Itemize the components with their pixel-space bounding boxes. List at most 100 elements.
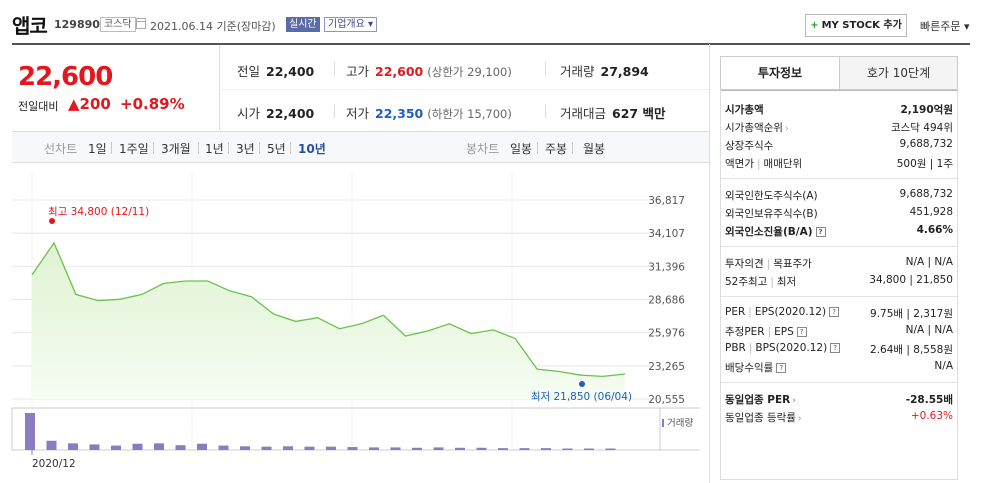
est-per-eps-label: 추정PER | EPS? bbox=[725, 324, 807, 339]
my-stock-label: MY STOCK 추가 bbox=[821, 20, 902, 31]
market-cap-rank-value: 코스닥 494위 bbox=[890, 122, 953, 134]
y-tick-label: 31,396 bbox=[648, 261, 685, 273]
chart-period-bar: 선차트 1일 1주일 3개월 1년 3년 5년 10년 봉차트 일봉 주봉 월봉 bbox=[12, 131, 710, 163]
my-stock-add-button[interactable]: + MY STOCK 추가 bbox=[805, 14, 907, 37]
divider bbox=[721, 90, 957, 91]
stat-amount-label: 거래대금 bbox=[560, 106, 607, 121]
quick-order-dropdown[interactable]: 빠른주문 ▾ bbox=[920, 20, 970, 33]
divider bbox=[721, 382, 957, 383]
stat-low-label: 저가 bbox=[346, 106, 370, 121]
help-icon[interactable]: ? bbox=[776, 363, 787, 373]
market-badge: 코스닥 bbox=[100, 17, 136, 32]
stat-amount: 거래대금 627 백만 bbox=[560, 103, 665, 122]
candle-chart-label: 봉차트 bbox=[466, 142, 500, 156]
price-change-percent: +0.89% bbox=[120, 95, 185, 113]
stats-divider bbox=[221, 89, 710, 90]
volume-bar bbox=[218, 445, 229, 450]
stat-prev-close-value: 22,400 bbox=[266, 64, 315, 79]
volume-bar bbox=[111, 445, 121, 450]
sector-per-label[interactable]: 동일업종 PER › bbox=[725, 394, 796, 406]
market-cap-rank-label[interactable]: 시가총액순위 › bbox=[725, 122, 789, 134]
est-per-eps-value: N/A | N/A bbox=[905, 324, 953, 336]
y-tick-label: 25,976 bbox=[648, 328, 685, 340]
header-divider bbox=[12, 43, 970, 45]
volume-bar bbox=[326, 446, 336, 450]
period-10y[interactable]: 10년 bbox=[298, 142, 326, 156]
divider bbox=[545, 62, 546, 76]
candle-weekly[interactable]: 주봉 bbox=[545, 142, 568, 156]
tab-orderbook-10[interactable]: 호가 10단계 bbox=[839, 57, 957, 89]
pbr-bps-value: 2.64배 | 8,558원 bbox=[870, 344, 953, 356]
volume-bar bbox=[154, 443, 164, 450]
corp-overview-dropdown[interactable]: 기업개요 ▾ bbox=[324, 17, 377, 32]
volume-bar bbox=[25, 413, 35, 450]
stat-open: 시가 22,400 bbox=[237, 103, 314, 122]
w52-value: 34,800 | 21,850 bbox=[869, 274, 953, 286]
current-price: 22,600 bbox=[18, 62, 113, 92]
sector-rate-value: +0.63% bbox=[910, 410, 953, 422]
help-icon[interactable]: ? bbox=[830, 343, 841, 353]
volume-bar bbox=[304, 446, 315, 450]
volume-bar bbox=[132, 443, 143, 450]
period-1d[interactable]: 1일 bbox=[88, 142, 107, 156]
row-sector-rate: 동일업종 등락률 › +0.63% bbox=[725, 408, 953, 426]
divider bbox=[537, 142, 538, 154]
chevron-right-icon: › bbox=[792, 396, 796, 406]
volume-bar bbox=[89, 444, 100, 450]
price-line bbox=[31, 241, 626, 378]
candle-monthly[interactable]: 월봉 bbox=[583, 142, 606, 156]
period-3m[interactable]: 3개월 bbox=[161, 142, 191, 156]
price-chart[interactable]: 36,817 34,107 31,396 28,686 25,976 23,265 20,5… bbox=[0, 163, 710, 483]
divider bbox=[721, 178, 957, 179]
realtime-button[interactable]: 실시간 bbox=[286, 17, 320, 32]
volume-bar bbox=[68, 443, 78, 450]
help-icon[interactable]: ? bbox=[815, 227, 826, 237]
row-shares: 상장주식수 9,688,732 bbox=[725, 136, 953, 154]
price-change: ▲200 bbox=[68, 95, 111, 113]
candle-daily[interactable]: 일봉 bbox=[510, 142, 533, 156]
y-tick-label: 34,107 bbox=[648, 228, 685, 240]
period-1y[interactable]: 1년 bbox=[205, 142, 224, 156]
tab-invest-info[interactable]: 투자정보 bbox=[721, 57, 839, 89]
stat-lower-limit: (하한가 15,700) bbox=[427, 107, 512, 121]
market-cap-label: 시가총액 bbox=[725, 104, 764, 116]
invest-info-panel: 투자정보 호가 10단계 시가총액 2,190억원 시가총액순위 › 코스닥 49… bbox=[720, 56, 958, 480]
stat-low: 저가 22,350 (하한가 15,700) bbox=[346, 103, 512, 122]
help-icon[interactable]: ? bbox=[829, 307, 840, 317]
volume-bar bbox=[498, 448, 508, 450]
volume-bar bbox=[261, 446, 272, 450]
divider bbox=[334, 104, 335, 118]
volume-bar bbox=[541, 448, 551, 450]
base-date: 2021.06.14 기준(장마감) bbox=[150, 20, 276, 33]
par-unit-label: 액면가 | 매매단위 bbox=[725, 158, 803, 170]
volume-bar bbox=[476, 447, 487, 450]
row-foreign-hold: 외국인보유주식수(B) 451,928 bbox=[725, 204, 953, 222]
period-1w[interactable]: 1주일 bbox=[119, 142, 149, 156]
divider bbox=[334, 62, 335, 76]
volume-bar bbox=[369, 447, 379, 450]
plus-icon: + bbox=[810, 20, 819, 31]
price-stats: 전일 22,400 고가 22,600 (상한가 29,100) 거래량 27,894… bbox=[221, 46, 710, 130]
volume-bar bbox=[412, 447, 422, 450]
period-5y[interactable]: 5년 bbox=[267, 142, 286, 156]
period-3y[interactable]: 3년 bbox=[236, 142, 255, 156]
chevron-right-icon: › bbox=[797, 414, 802, 424]
stat-high-label: 고가 bbox=[346, 64, 370, 79]
par-unit-value: 500원 | 1주 bbox=[896, 158, 953, 170]
y-tick-label: 28,686 bbox=[648, 295, 685, 307]
stat-open-label: 시가 bbox=[237, 106, 261, 121]
volume-bar bbox=[240, 446, 250, 450]
high-annotation: 최고 34,800 (12/11) bbox=[48, 206, 149, 218]
opinion-target-label: 투자의견 | 목표주가 bbox=[725, 258, 812, 270]
prev-day-label: 전일대비 bbox=[18, 100, 59, 113]
low-point-marker bbox=[579, 381, 585, 387]
help-icon[interactable]: ? bbox=[796, 327, 807, 337]
divider bbox=[721, 246, 957, 247]
line-chart-label: 선차트 bbox=[44, 142, 78, 156]
stock-code: 129890 bbox=[54, 18, 100, 31]
chart-right-border bbox=[709, 44, 710, 483]
sector-rate-label[interactable]: 동일업종 등락률 › bbox=[725, 412, 802, 424]
stock-header: 앱코 129890 코스닥 2021.06.14 기준(장마감) 실시간 기업개… bbox=[0, 0, 994, 44]
volume-legend-swatch bbox=[662, 419, 664, 427]
y-tick-label: 36,817 bbox=[648, 195, 685, 207]
